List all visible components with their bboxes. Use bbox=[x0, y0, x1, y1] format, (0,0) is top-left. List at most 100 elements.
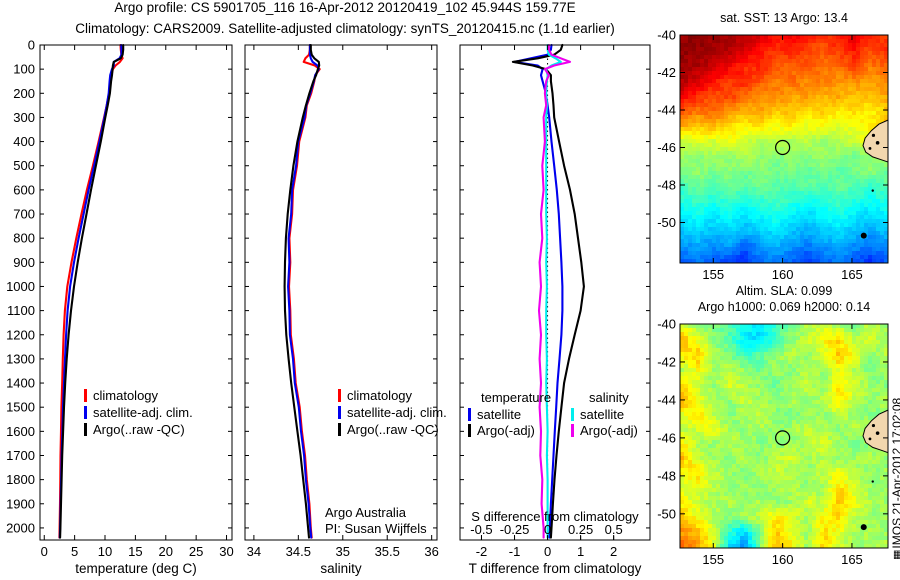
argo-line-swatch bbox=[84, 423, 87, 436]
program-annotation: Argo Australia PI: Susan Wijffels bbox=[325, 505, 427, 537]
svg-text:200: 200 bbox=[13, 86, 35, 101]
svg-text:1400: 1400 bbox=[6, 376, 35, 391]
salinity-axis-label: salinity bbox=[320, 561, 362, 576]
axes-box bbox=[459, 44, 651, 541]
legend-item: climatology bbox=[338, 387, 447, 404]
svg-text:10: 10 bbox=[98, 544, 112, 559]
legend-item: climatology bbox=[84, 387, 193, 404]
argo-line-swatch bbox=[338, 423, 341, 436]
legend-label: satellite-adj. clim. bbox=[347, 405, 447, 420]
float-position-marker bbox=[775, 430, 791, 446]
svg-text:800: 800 bbox=[13, 231, 35, 246]
island-speck bbox=[871, 480, 874, 483]
map-frame bbox=[679, 34, 889, 264]
svg-text:1800: 1800 bbox=[6, 472, 35, 487]
diff-salinity-legend: salinity satellite Argo(-adj) bbox=[571, 390, 638, 438]
legend-label: climatology bbox=[347, 388, 413, 403]
argo-raw-qc--line bbox=[59, 43, 125, 539]
t-satellite-line-swatch bbox=[468, 407, 471, 421]
figure-title-line2: Climatology: CARS2009. Satellite-adjuste… bbox=[75, 21, 615, 36]
legend-label: satellite-adj. clim. bbox=[93, 405, 193, 420]
svg-text:15: 15 bbox=[128, 544, 142, 559]
lake-speck bbox=[875, 431, 880, 435]
legend-item: Argo(-adj) bbox=[468, 422, 551, 438]
satellite-adj-line-swatch bbox=[338, 406, 341, 419]
svg-text:2: 2 bbox=[610, 544, 617, 559]
s-argo-line-swatch bbox=[571, 423, 574, 437]
svg-text:1300: 1300 bbox=[6, 351, 35, 366]
t-difference-axis-label: T difference from climatology bbox=[468, 561, 642, 576]
legend-item: Argo(..raw -QC) bbox=[338, 421, 447, 438]
island-speck bbox=[860, 232, 867, 239]
program-pi: PI: Susan Wijffels bbox=[325, 521, 427, 536]
svg-text:300: 300 bbox=[13, 110, 35, 125]
svg-text:36: 36 bbox=[424, 544, 438, 559]
s-argo-adj--line bbox=[537, 43, 572, 539]
svg-text:-40: -40 bbox=[657, 28, 676, 43]
sst_map-overlay: 155 160 165 -40 -42 -44 -46 -48 -50 bbox=[657, 28, 889, 282]
s-satellite-line-swatch bbox=[571, 407, 574, 421]
imos-logo-icon: ▦ bbox=[892, 549, 900, 560]
svg-text:0: 0 bbox=[544, 522, 551, 537]
coastline bbox=[862, 119, 888, 163]
climatology-line-swatch bbox=[84, 389, 87, 402]
map-frame bbox=[679, 323, 889, 549]
svg-text:-50: -50 bbox=[657, 506, 676, 521]
sla-map-image bbox=[680, 324, 888, 548]
svg-text:1: 1 bbox=[577, 544, 584, 559]
svg-text:500: 500 bbox=[13, 158, 35, 173]
svg-text:0: 0 bbox=[28, 38, 35, 53]
climatology-line bbox=[58, 43, 124, 539]
satellite-adj-clim--line bbox=[287, 43, 320, 539]
legend-item: satellite-adj. clim. bbox=[338, 404, 447, 421]
svg-text:1700: 1700 bbox=[6, 448, 35, 463]
legend-label: Argo(-adj) bbox=[477, 422, 535, 438]
diff-temperature-legend: temperature satellite Argo(-adj) bbox=[468, 390, 551, 438]
program-name: Argo Australia bbox=[325, 505, 406, 520]
lake-speck bbox=[871, 423, 876, 428]
svg-text:-42: -42 bbox=[657, 65, 676, 80]
temperature_profile-panel: 0 5 10 15 20 25 300100200300400500600700800900… bbox=[6, 38, 234, 560]
t-argo-line-swatch bbox=[468, 423, 471, 437]
svg-text:160: 160 bbox=[772, 552, 794, 567]
legend-group-title: salinity bbox=[589, 390, 629, 405]
svg-text:165: 165 bbox=[841, 267, 863, 282]
sla-map-title-line1: Altim. SLA: 0.099 bbox=[735, 284, 833, 298]
axes-box bbox=[244, 44, 438, 541]
lake-speck bbox=[868, 437, 872, 441]
svg-text:-1: -1 bbox=[509, 544, 521, 559]
legend-label: satellite bbox=[477, 406, 522, 422]
legend-label: satellite bbox=[580, 406, 625, 422]
legend-item: satellite bbox=[468, 406, 551, 422]
sst-map-image bbox=[680, 35, 888, 263]
svg-text:35.5: 35.5 bbox=[375, 544, 400, 559]
sla_map-overlay: 155 160 165 -40 -42 -44 -46 -48 -50 bbox=[657, 317, 889, 567]
legend-item: satellite-adj. clim. bbox=[84, 404, 193, 421]
svg-text:1000: 1000 bbox=[6, 279, 35, 294]
svg-text:35: 35 bbox=[336, 544, 350, 559]
salinity-panel-legend: climatology satellite-adj. clim. Argo(..… bbox=[338, 387, 447, 438]
svg-text:-42: -42 bbox=[657, 354, 676, 369]
svg-text:0.5: 0.5 bbox=[605, 522, 623, 537]
svg-text:-50: -50 bbox=[657, 215, 676, 230]
svg-text:5: 5 bbox=[71, 544, 78, 559]
temperature-axis-label: temperature (deg C) bbox=[75, 561, 197, 576]
lake-speck bbox=[875, 141, 880, 145]
s-difference-axis-label: S difference from climatology bbox=[471, 509, 639, 524]
svg-text:160: 160 bbox=[772, 267, 794, 282]
legend-item: Argo(..raw -QC) bbox=[84, 421, 193, 438]
svg-text:0.25: 0.25 bbox=[568, 522, 593, 537]
legend-label: Argo(-adj) bbox=[580, 422, 638, 438]
svg-text:-46: -46 bbox=[657, 140, 676, 155]
legend-label: Argo(..raw -QC) bbox=[93, 422, 185, 437]
figure-title-line1: Argo profile: CS 5901705_116 16-Apr-2012… bbox=[114, 0, 576, 15]
lake-speck bbox=[868, 147, 872, 150]
svg-text:-48: -48 bbox=[657, 468, 676, 483]
svg-text:155: 155 bbox=[702, 552, 724, 567]
svg-text:1500: 1500 bbox=[6, 400, 35, 415]
svg-text:-0.5: -0.5 bbox=[470, 522, 492, 537]
axes-box bbox=[39, 44, 233, 541]
svg-text:165: 165 bbox=[841, 552, 863, 567]
legend-group-title: temperature bbox=[481, 390, 552, 405]
